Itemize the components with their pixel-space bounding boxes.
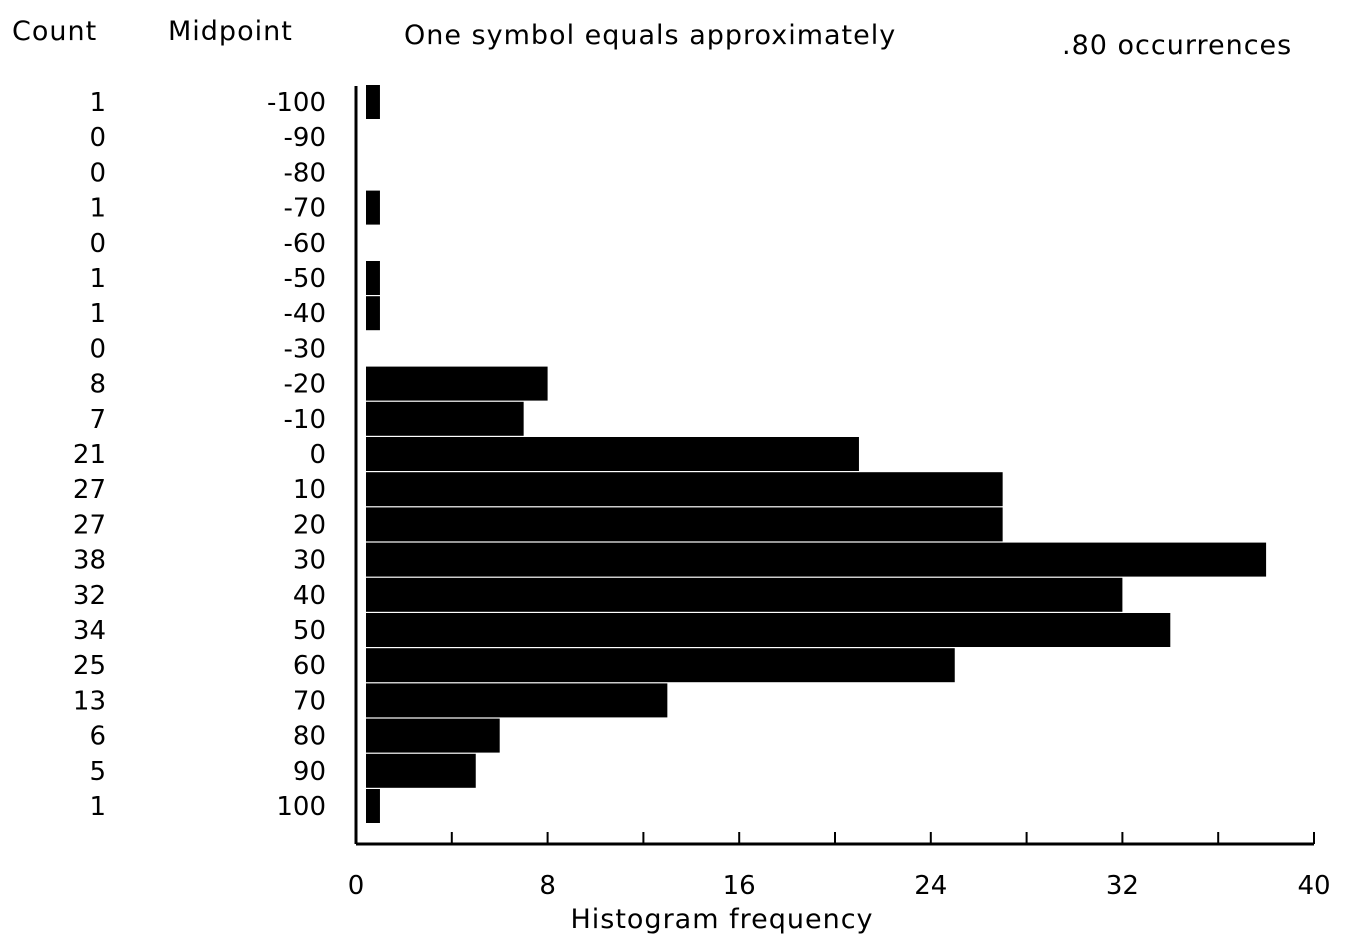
symbol-value: .80 occurrences <box>1062 30 1292 61</box>
count-label: 0 <box>89 123 106 153</box>
x-tick-label: 16 <box>723 871 756 901</box>
x-axis-title: Histogram frequency <box>570 904 873 935</box>
count-label: 1 <box>89 88 106 118</box>
count-label: 13 <box>73 686 106 716</box>
x-tick-label: 8 <box>539 871 556 901</box>
histogram-bar <box>366 648 955 683</box>
symbol-note: One symbol equals approximately <box>404 20 896 51</box>
midpoint-label: 100 <box>276 792 326 822</box>
midpoint-label: 30 <box>293 546 326 576</box>
midpoint-label: 90 <box>293 757 326 787</box>
count-label: 32 <box>73 581 106 611</box>
x-tick-label: 24 <box>914 871 947 901</box>
histogram-bar <box>366 437 859 471</box>
midpoint-label: -90 <box>284 123 326 153</box>
midpoint-label: 20 <box>293 510 326 540</box>
count-label: 0 <box>89 334 106 364</box>
histogram-bar <box>366 472 1003 507</box>
histogram-bar <box>366 296 380 331</box>
count-label: 21 <box>73 440 106 470</box>
x-tick-label: 0 <box>348 871 365 901</box>
count-label: 25 <box>73 651 106 681</box>
x-tick-label: 40 <box>1297 871 1330 901</box>
count-header: Count <box>12 16 97 47</box>
count-label: 27 <box>73 510 106 540</box>
histogram-bar <box>366 753 476 788</box>
histogram-bar <box>366 366 548 401</box>
count-label: 5 <box>89 757 106 787</box>
count-label: 34 <box>73 616 106 646</box>
midpoint-label: -40 <box>284 299 326 329</box>
count-label: 1 <box>89 299 106 329</box>
midpoint-label: -60 <box>284 229 326 259</box>
histogram-bar <box>366 190 380 225</box>
count-label: 1 <box>89 264 106 294</box>
midpoint-label: -30 <box>284 334 326 364</box>
midpoint-label: 60 <box>293 651 326 681</box>
midpoint-label: -50 <box>284 264 326 294</box>
histogram-bar <box>366 85 380 119</box>
midpoint-label: 10 <box>293 475 326 505</box>
count-label: 8 <box>89 370 106 400</box>
midpoint-label: 50 <box>293 616 326 646</box>
histogram-bar <box>366 613 1171 647</box>
histogram-bar <box>366 683 668 718</box>
midpoint-label: 80 <box>293 722 326 752</box>
count-label: 7 <box>89 405 106 435</box>
histogram-bar <box>366 542 1267 577</box>
midpoint-label: -80 <box>284 158 326 188</box>
count-label: 0 <box>89 158 106 188</box>
midpoint-label: -70 <box>284 194 326 224</box>
histogram-bar <box>366 577 1123 612</box>
histogram-bar <box>366 261 380 295</box>
histogram-bar <box>366 401 524 436</box>
midpoint-header: Midpoint <box>168 16 293 47</box>
count-label: 1 <box>89 194 106 224</box>
count-label: 27 <box>73 475 106 505</box>
midpoint-label: 40 <box>293 581 326 611</box>
histogram-bar <box>366 718 500 753</box>
count-label: 1 <box>89 792 106 822</box>
x-tick-label: 32 <box>1106 871 1139 901</box>
count-label: 0 <box>89 229 106 259</box>
count-label: 6 <box>89 722 106 752</box>
histogram-bar <box>366 789 380 823</box>
midpoint-label: -20 <box>284 370 326 400</box>
midpoint-label: -10 <box>284 405 326 435</box>
count-label: 38 <box>73 546 106 576</box>
midpoint-label: 70 <box>293 686 326 716</box>
midpoint-label: 0 <box>309 440 326 470</box>
midpoint-label: -100 <box>267 88 326 118</box>
histogram-bar <box>366 507 1003 542</box>
